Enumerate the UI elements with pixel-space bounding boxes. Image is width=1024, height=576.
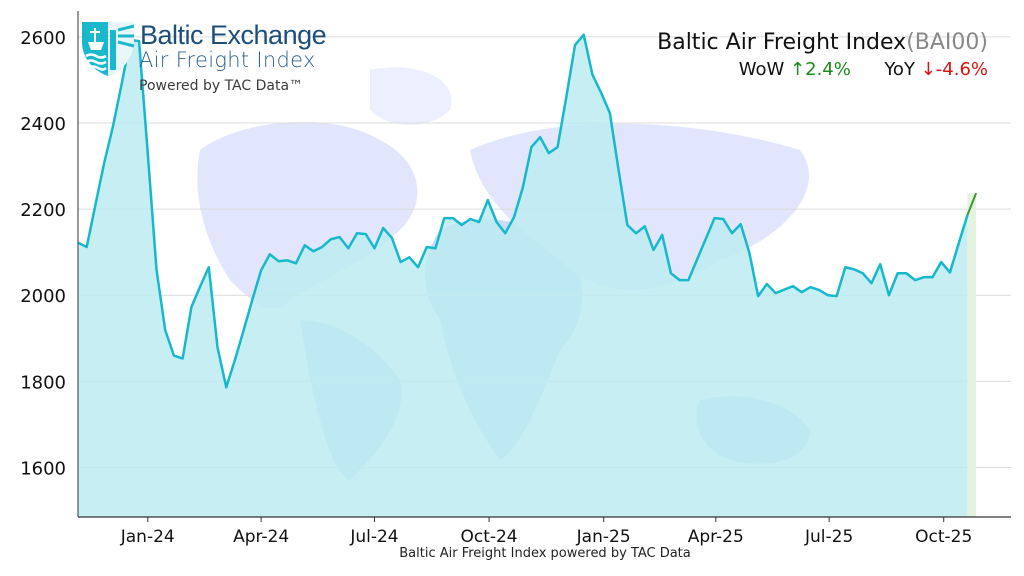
plot-area xyxy=(77,33,978,517)
x-tick-label: Jul-25 xyxy=(804,527,853,547)
y-tick-label: 1800 xyxy=(20,372,66,393)
shield-icon xyxy=(82,22,135,76)
wow-label: WoW xyxy=(738,59,785,80)
x-tick-label: Apr-25 xyxy=(688,527,744,547)
axes: 1600 1800 2000 2200 2400 2600 Jan-24 Apr-24 Jul-… xyxy=(20,11,1011,547)
x-tick-label: Apr-24 xyxy=(233,527,289,547)
x-tick-label: Jan-24 xyxy=(120,527,175,547)
logo-line-1: Baltic Exchange xyxy=(140,20,327,50)
y-tick-label: 2600 xyxy=(20,28,66,49)
latest-segment xyxy=(966,192,978,216)
chart-title: Baltic Air Freight Index(BAI00) xyxy=(657,30,988,55)
wow-value: ↑2.4% xyxy=(790,59,851,80)
index-code: (BAI00) xyxy=(906,30,988,55)
y-tick-label: 2400 xyxy=(20,114,66,135)
x-axis-caption: Baltic Air Freight Index powered by TAC … xyxy=(399,546,691,561)
logo-line-3: Powered by TAC Data™ xyxy=(139,78,304,94)
x-tick-label: Oct-24 xyxy=(460,527,517,547)
y-tick-label: 2200 xyxy=(20,200,66,221)
logo-line-2: Air Freight Index xyxy=(139,48,316,72)
latest-week-band xyxy=(967,193,977,517)
area-fill xyxy=(78,34,968,517)
baltic-exchange-logo xyxy=(80,20,136,82)
yoy-label: YoY xyxy=(884,59,915,80)
y-tick-label: 1600 xyxy=(20,458,66,479)
yoy-value: ↓-4.6% xyxy=(920,59,988,80)
x-tick-label: Jan-25 xyxy=(576,527,631,547)
y-tick-label: 2000 xyxy=(20,286,66,307)
x-tick-label: Jul-24 xyxy=(349,527,398,547)
title-text: Baltic Air Freight Index xyxy=(657,30,907,55)
change-stats: WoW ↑2.4% YoY ↓-4.6% xyxy=(739,59,988,80)
x-tick-label: Oct-25 xyxy=(915,527,972,547)
